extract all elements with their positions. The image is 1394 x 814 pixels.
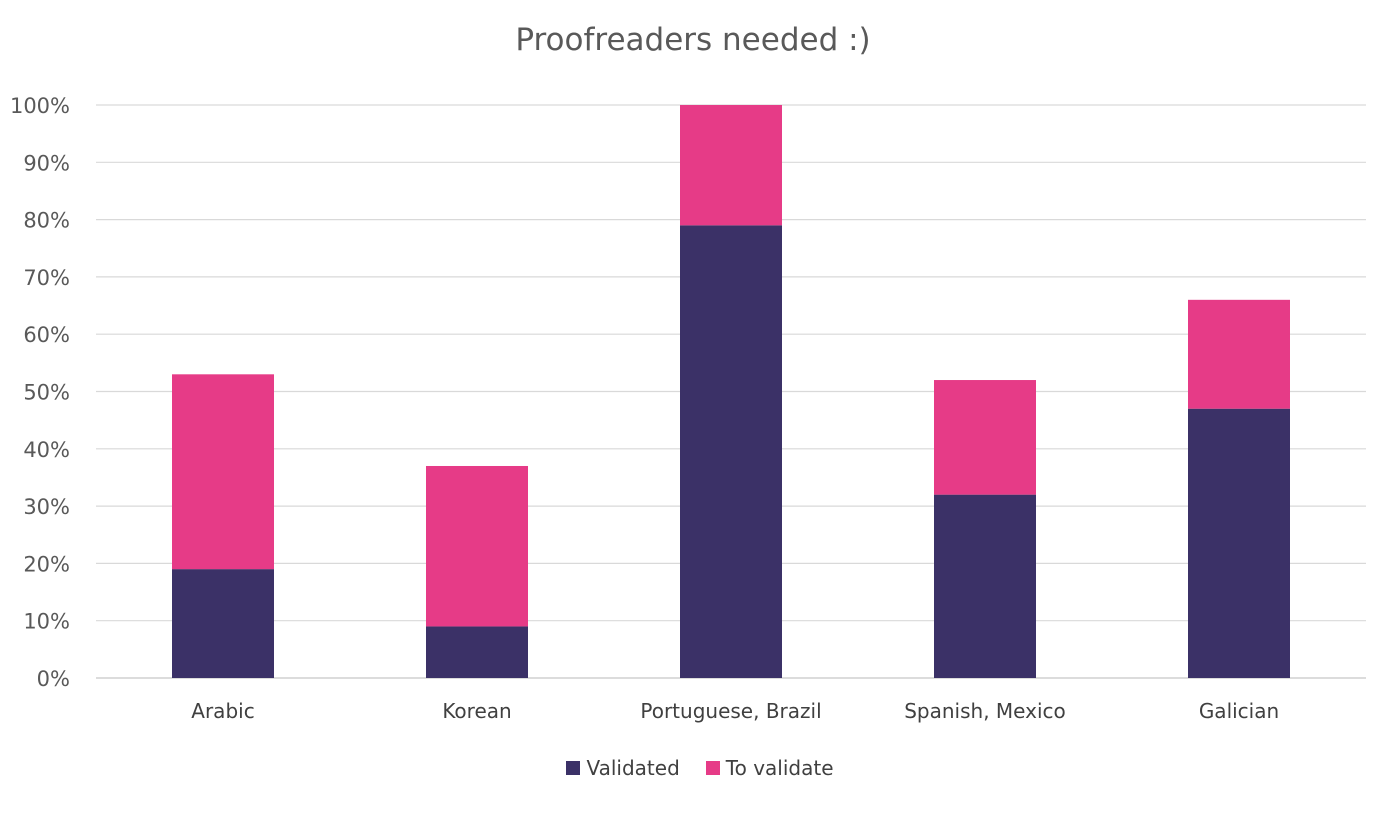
bar-validated-arabic xyxy=(172,569,274,678)
x-tick-label: Korean xyxy=(442,699,511,723)
x-tick-label: Arabic xyxy=(191,699,254,723)
bar-validated-korean xyxy=(426,626,528,678)
legend-item: Validated xyxy=(566,756,680,780)
y-tick-label: 70% xyxy=(23,266,70,290)
bars xyxy=(172,105,1290,678)
bar-to-validate-spanish-mexico xyxy=(934,380,1036,495)
bar-validated-galician xyxy=(1188,408,1290,678)
y-axis: 0% 10% 20% 30% 40% 50% 60% 70% 80% 90% 100% xyxy=(10,94,70,691)
y-tick-label: 50% xyxy=(23,381,70,405)
legend-swatch xyxy=(566,761,581,775)
x-tick-label: Portuguese, Brazil xyxy=(640,699,821,723)
y-tick-label: 10% xyxy=(23,610,70,634)
bar-validated-spanish-mexico xyxy=(934,494,1036,678)
x-tick-label: Spanish, Mexico xyxy=(904,699,1066,723)
legend-label: To validate xyxy=(725,756,834,780)
y-tick-label: 80% xyxy=(23,209,70,233)
chart-title: Proofreaders needed :) xyxy=(515,22,871,58)
bar-to-validate-portuguese-brazil xyxy=(680,105,782,226)
x-axis: Arabic Korean Portuguese, Brazil Spanish, M… xyxy=(191,699,1279,723)
y-tick-label: 90% xyxy=(23,151,70,175)
bar-to-validate-arabic xyxy=(172,374,274,570)
bar-to-validate-korean xyxy=(426,465,528,627)
bar-to-validate-galician xyxy=(1188,299,1290,409)
legend-item: To validate xyxy=(705,756,834,780)
y-tick-label: 20% xyxy=(23,552,70,576)
x-tick-label: Galician xyxy=(1199,699,1279,723)
legend-swatch xyxy=(705,761,720,775)
legend: Validated To validate xyxy=(0,756,1394,780)
y-tick-label: 0% xyxy=(37,667,70,691)
y-tick-label: 60% xyxy=(23,323,70,347)
y-tick-label: 40% xyxy=(23,438,70,462)
y-tick-label: 30% xyxy=(23,495,70,519)
plot-area: 0% 10% 20% 30% 40% 50% 60% 70% 80% 90% 100% Arabic… xyxy=(10,94,1366,723)
bar-validated-portuguese-brazil xyxy=(680,225,782,678)
y-tick-label: 100% xyxy=(10,94,70,118)
legend-label: Validated xyxy=(586,756,680,780)
